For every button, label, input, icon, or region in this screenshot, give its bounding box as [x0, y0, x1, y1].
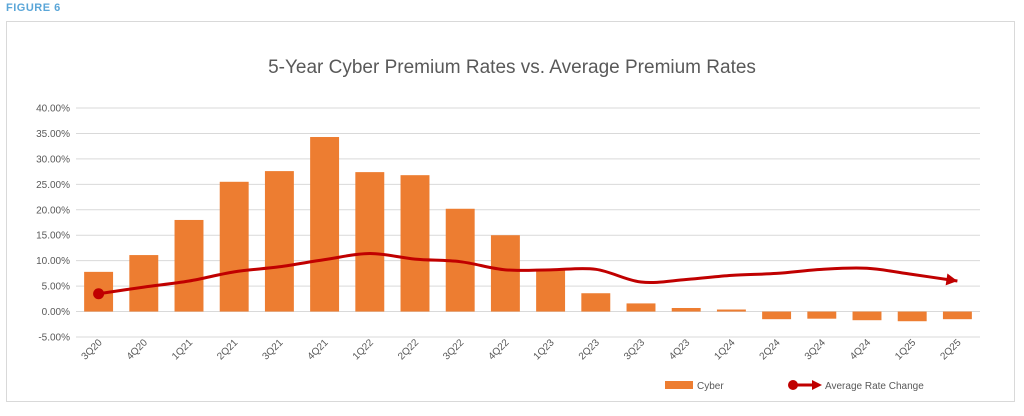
cyber-bar — [626, 303, 656, 312]
x-tick-label: 3Q23 — [622, 337, 647, 362]
legend-arrow-icon — [812, 380, 822, 390]
cyber-bar — [852, 311, 882, 321]
x-tick-label: 1Q25 — [893, 337, 918, 362]
average-rate-line — [93, 252, 958, 300]
cyber-bar — [942, 311, 972, 320]
y-tick-label: 35.00% — [36, 129, 70, 140]
x-tick-label: 2Q21 — [215, 337, 240, 362]
figure-label: FIGURE 6 — [6, 2, 61, 14]
cyber-bar — [219, 181, 249, 312]
cyber-bar — [671, 307, 701, 312]
cyber-bar — [264, 171, 294, 312]
x-tick-label: 3Q22 — [441, 337, 466, 362]
x-tick-label: 3Q20 — [80, 337, 105, 362]
cyber-bar — [716, 309, 746, 312]
x-tick-label: 2Q25 — [938, 337, 963, 362]
chart-frame — [6, 21, 1015, 402]
y-tick-label: 0.00% — [42, 307, 70, 318]
cyber-bar — [897, 311, 927, 322]
y-tick-label: 40.00% — [36, 104, 70, 115]
cyber-bar — [129, 255, 159, 312]
cyber-bar — [174, 219, 204, 312]
x-tick-label: 4Q23 — [667, 337, 692, 362]
y-tick-label: 30.00% — [36, 154, 70, 165]
gridlines — [76, 107, 980, 338]
average-rate-path — [98, 252, 958, 296]
legend-cyber-swatch — [665, 381, 693, 389]
y-axis-ticks: -5.00% 0.00% 5.00% 10.00% 15.00% 20.00% 25.00%… — [36, 104, 70, 344]
x-tick-label: 2Q23 — [577, 337, 602, 362]
cyber-bar — [581, 293, 611, 312]
x-axis-ticks: 3Q20 4Q20 1Q21 2Q21 3Q21 4Q21 1Q22 2Q22 3Q22 4Q22… — [80, 337, 964, 362]
legend-cyber-label: Cyber — [697, 381, 724, 392]
y-tick-label: 5.00% — [42, 282, 70, 293]
x-tick-label: 2Q22 — [396, 337, 421, 362]
x-tick-label: 3Q24 — [803, 337, 828, 362]
chart-title: 5-Year Cyber Premium Rates vs. Average P… — [268, 57, 756, 78]
cyber-bar — [400, 175, 430, 312]
cyber-bar — [355, 172, 385, 312]
x-tick-label: 4Q22 — [486, 337, 511, 362]
line-start-dot — [93, 288, 105, 300]
legend-dot-icon — [788, 380, 798, 390]
legend: Cyber Average Rate Change — [665, 380, 924, 392]
x-tick-label: 1Q23 — [532, 337, 557, 362]
cyber-bar — [310, 137, 340, 312]
x-tick-label: 4Q21 — [306, 337, 331, 362]
cyber-bars — [84, 137, 972, 322]
x-tick-label: 2Q24 — [758, 337, 783, 362]
line-end-arrow — [945, 273, 958, 286]
x-tick-label: 1Q22 — [351, 337, 376, 362]
y-tick-label: -5.00% — [38, 333, 70, 344]
x-tick-label: 4Q24 — [848, 337, 873, 362]
x-tick-label: 1Q21 — [170, 337, 195, 362]
cyber-bar — [536, 269, 566, 312]
x-tick-label: 3Q21 — [260, 337, 285, 362]
y-tick-label: 20.00% — [36, 205, 70, 216]
cyber-bar — [762, 311, 792, 320]
x-tick-label: 1Q24 — [712, 337, 737, 362]
x-tick-label: 4Q20 — [125, 337, 150, 362]
y-tick-label: 10.00% — [36, 256, 70, 267]
y-tick-label: 25.00% — [36, 180, 70, 191]
cyber-bar — [490, 235, 520, 312]
y-tick-label: 15.00% — [36, 231, 70, 242]
legend-average-rate-label: Average Rate Change — [825, 381, 924, 392]
cyber-bar — [807, 311, 837, 319]
